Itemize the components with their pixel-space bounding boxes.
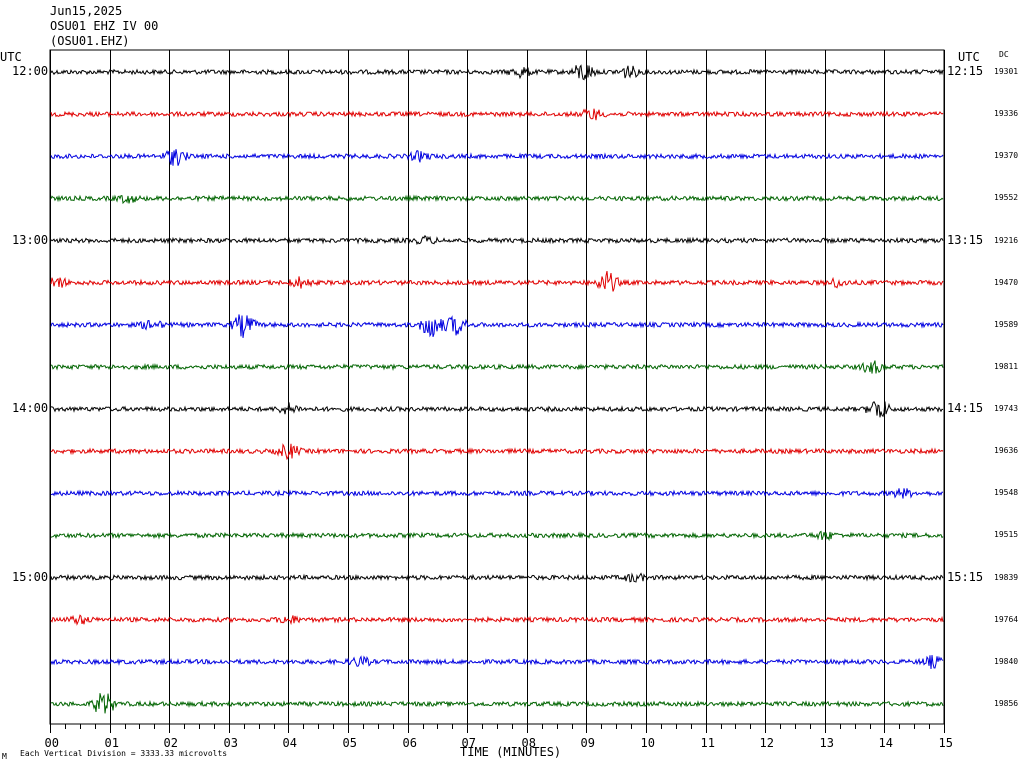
trace-row-3	[50, 149, 944, 166]
row-time-right: 14:15	[947, 401, 984, 416]
row-dc-value: 19840	[994, 656, 1019, 666]
x-tick-label: 03	[224, 736, 238, 750]
x-tick-label: 14	[879, 736, 893, 750]
row-dc-value: 19839	[994, 572, 1019, 582]
x-tick-label: 09	[581, 736, 595, 750]
row-time-left: 15:00	[12, 569, 49, 584]
row-time-left: 14:00	[12, 401, 49, 416]
x-axis-title: TIME (MINUTES)	[460, 745, 562, 759]
trace-row-2	[50, 108, 944, 121]
x-tick-label: 08	[522, 736, 536, 750]
row-dc-value: 19811	[994, 361, 1019, 371]
trace-row-7	[50, 314, 944, 338]
row-time-left: 13:00	[12, 232, 49, 247]
trace-row-5	[50, 234, 944, 246]
row-dc-value: 19301	[994, 67, 1019, 76]
x-tick-label: 13	[820, 736, 834, 750]
row-time-right: 12:15	[947, 64, 984, 78]
trace-row-11	[50, 488, 944, 499]
row-dc-value: 19856	[994, 698, 1019, 708]
x-tick-label: 05	[343, 736, 357, 750]
row-dc-value: 19470	[994, 277, 1019, 287]
footer-marker: M	[2, 752, 7, 761]
row-dc-value: 19764	[994, 614, 1019, 624]
x-tick-label: 07	[462, 736, 476, 750]
scale-note: Each Vertical Division = 3333.33 microvo…	[20, 749, 228, 758]
row-dc-value: 19743	[994, 404, 1019, 414]
trace-row-6	[50, 270, 944, 292]
x-tick-label: 06	[403, 736, 417, 750]
row-dc-value: 19636	[994, 446, 1019, 456]
trace-row-4	[50, 194, 944, 205]
row-dc-value: 19552	[994, 193, 1019, 203]
x-tick-label: 00	[45, 736, 59, 750]
trace-row-16	[50, 693, 944, 714]
trace-row-15	[50, 655, 944, 670]
station-line: OSU01 EHZ IV 00	[50, 19, 159, 33]
row-dc-value: 19515	[994, 530, 1019, 540]
row-time-left: 12:00	[12, 64, 49, 78]
trace-row-13	[50, 572, 944, 583]
x-tick-label: 11	[701, 736, 715, 750]
plot-frame	[49, 49, 945, 725]
trace-row-12	[50, 530, 944, 542]
trace-row-1	[50, 64, 944, 81]
date-label: Jun15,2025	[50, 4, 123, 18]
row-dc-value: 19370	[994, 151, 1019, 161]
row-time-right: 15:15	[947, 569, 984, 584]
trace-row-10	[50, 443, 944, 461]
row-dc-value: 19589	[994, 319, 1019, 329]
trace-row-9	[51, 401, 944, 418]
dc-label: DC	[999, 50, 1009, 59]
trace-row-14	[50, 614, 944, 626]
row-dc-value: 19336	[994, 109, 1019, 119]
station-code: (OSU01.EHZ)	[50, 34, 130, 48]
utc-right-label: UTC	[958, 50, 980, 64]
x-tick-label: 10	[641, 736, 655, 750]
utc-left-label: UTC	[0, 50, 22, 64]
row-dc-value: 19216	[994, 235, 1019, 245]
trace-row-8	[50, 360, 944, 374]
row-dc-value: 19548	[994, 488, 1019, 498]
x-tick-label: 15	[939, 736, 953, 750]
x-tick-label: 02	[164, 736, 178, 750]
x-tick-label: 12	[760, 736, 774, 750]
x-tick-label: 01	[105, 736, 119, 750]
row-time-right: 13:15	[947, 232, 984, 247]
x-tick-label: 04	[283, 736, 297, 750]
